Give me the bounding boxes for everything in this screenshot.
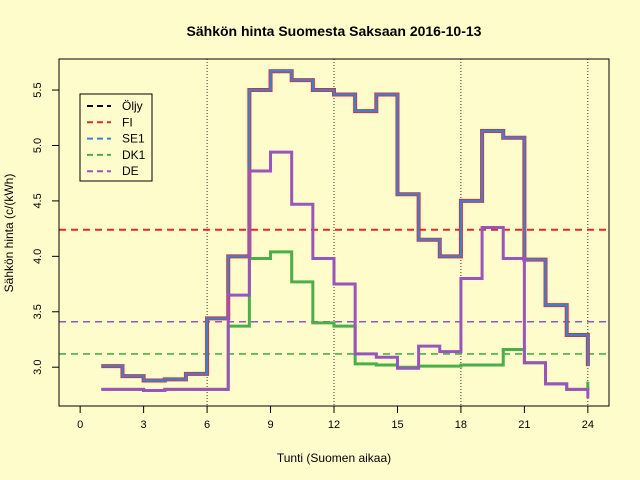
mean-lines [59,228,609,355]
x-tick-label-15: 15 [391,419,403,431]
y-tick-label-3.5: 3.5 [32,304,44,319]
vertical-gridlines [206,59,589,406]
y-axis-label: Sähkön hinta (c/(kWh) [2,174,16,293]
x-tick-label-3: 3 [141,419,147,431]
legend-label-de: DE [122,164,139,178]
y-tick-label-5.5: 5.5 [32,82,44,97]
y-tick-label-4.5: 4.5 [32,193,44,208]
series-line-se1 [101,69,590,382]
legend-label-se1: SE1 [122,132,145,146]
y-axis: 3.0 3.5 4.0 4.5 5.0 5.5 [32,82,60,375]
legend-label-fi: FI [122,115,133,129]
x-tick-label-24: 24 [582,419,594,431]
x-axis: 0 3 6 9 12 15 18 21 24 [77,405,594,431]
y-tick-label-5: 5.0 [32,138,44,153]
legend-box [79,93,153,182]
x-tick-label-18: 18 [455,419,467,431]
x-axis-label: Tunti (Suomen aikaa) [277,451,391,465]
x-tick-label-12: 12 [328,419,340,431]
x-tick-label-0: 0 [77,419,83,431]
x-tick-label-6: 6 [204,419,210,431]
series-line-de [101,150,590,399]
x-tick-label-9: 9 [267,419,273,431]
y-tick-label-3: 3.0 [32,360,44,375]
legend-label-dk1: DK1 [122,148,146,162]
y-tick-label-4: 4.0 [32,249,44,264]
legend-label-öljy: Öljy [122,99,143,113]
legend: Öljy FI SE1 DK1 DE [79,93,153,182]
chart-title: Sähkön hinta Suomesta Saksaan 2016-10-13 [187,23,482,39]
x-tick-label-21: 21 [518,419,530,431]
price-series [101,69,590,399]
